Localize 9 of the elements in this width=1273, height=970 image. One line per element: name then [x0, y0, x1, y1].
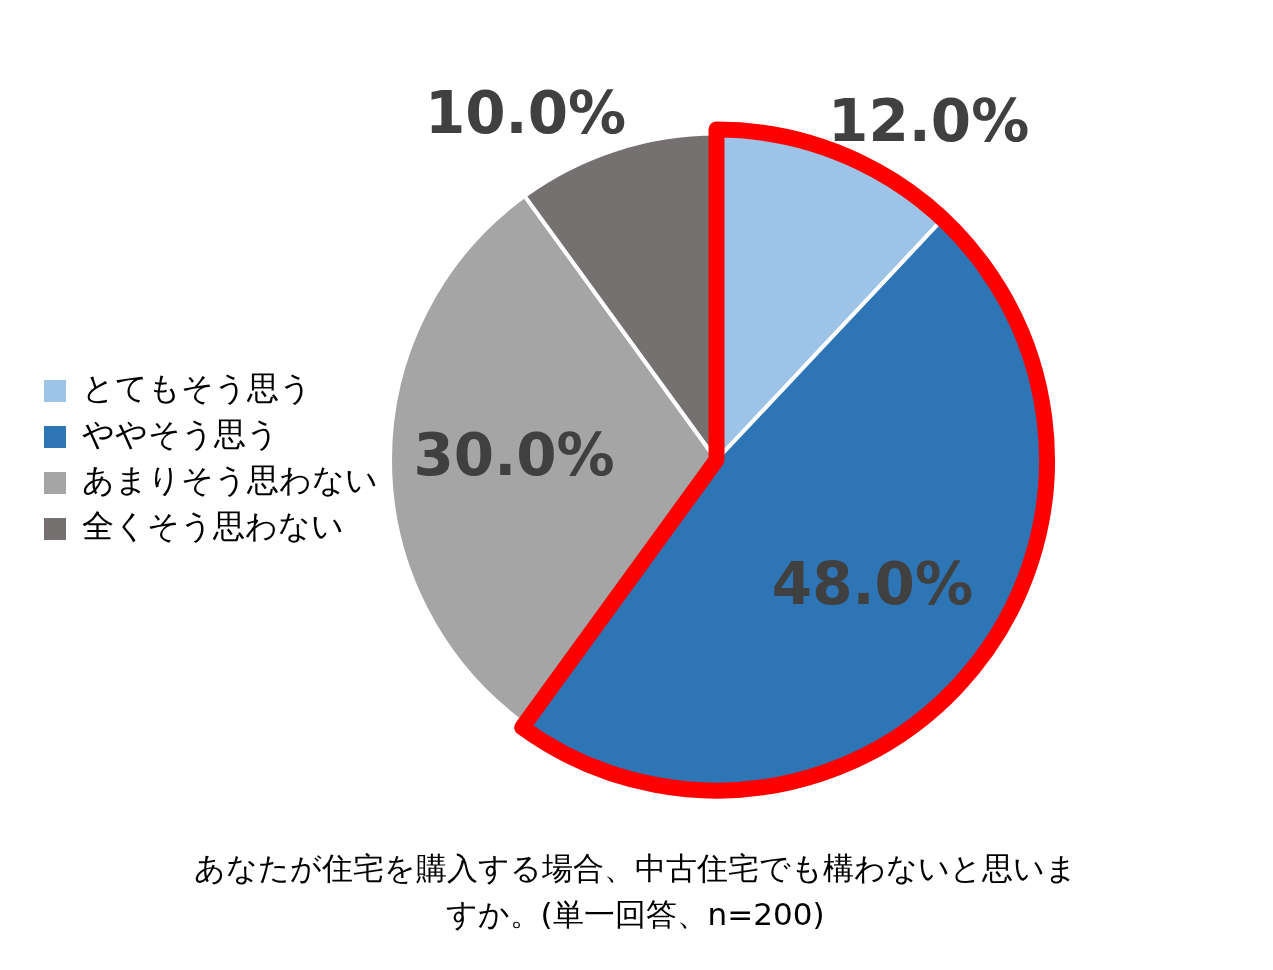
data-label: 48.0%: [771, 550, 974, 619]
legend-label: 全くそう思わない: [82, 507, 344, 546]
legend-label: あまりそう思わない: [82, 461, 378, 500]
legend-label: ややそう思う: [82, 415, 279, 454]
data-label: 30.0%: [413, 421, 615, 490]
text: あなたが住宅を購入する場合、中古住宅でも構わないと思いますか。(単一回答、n=200): [192, 849, 1078, 934]
data-label: 12.0%: [828, 87, 1030, 156]
data-label: 10.0%: [424, 79, 627, 148]
legend-label: とてもそう思う: [82, 369, 312, 408]
